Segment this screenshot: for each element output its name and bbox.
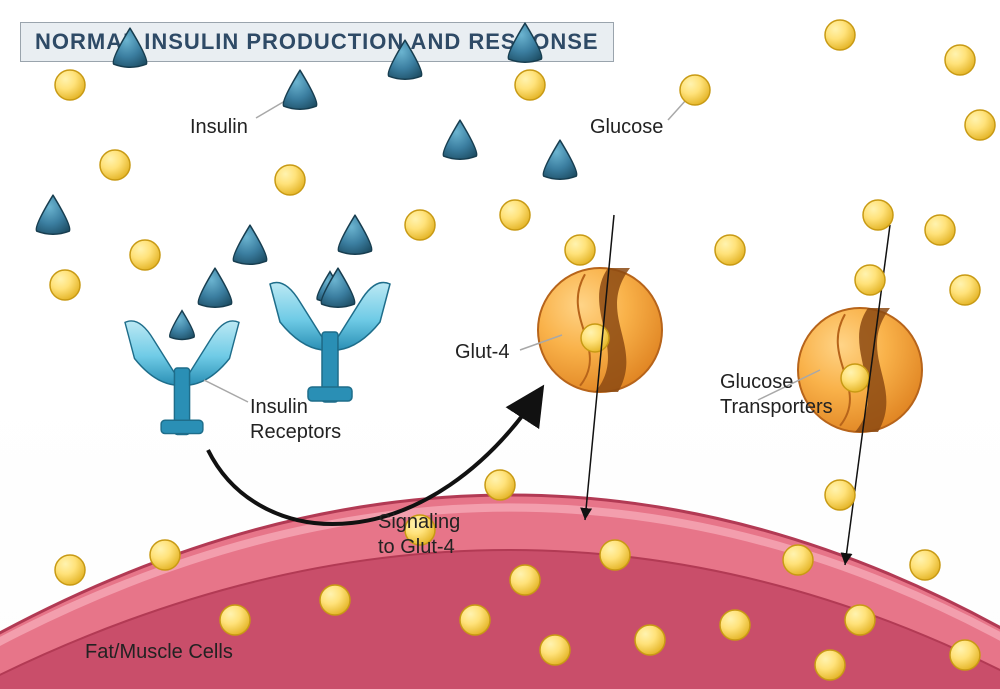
glucose-icon [565, 235, 595, 265]
glucose-icon [925, 215, 955, 245]
glucose-icon [130, 240, 160, 270]
insulin-icon [338, 215, 372, 254]
glucose-icon [825, 480, 855, 510]
label-glucose-transporters: Glucose Transporters [720, 370, 833, 420]
insulin-icon [198, 268, 232, 307]
glucose-icon [150, 540, 180, 570]
label-insulin: Insulin [190, 115, 248, 140]
label-fat-muscle-cells: Fat/Muscle Cells [85, 640, 233, 665]
glucose-icon [485, 470, 515, 500]
glucose-icon [945, 45, 975, 75]
glucose-icon [783, 545, 813, 575]
insulin-icon [283, 70, 317, 109]
insulin-icon [443, 120, 477, 159]
insulin-icon [36, 195, 70, 234]
glucose-icon [965, 110, 995, 140]
glucose-icon [510, 565, 540, 595]
glucose-icon [540, 635, 570, 665]
glucose-icon [715, 235, 745, 265]
glucose-icon [100, 150, 130, 180]
glucose-transporter-icon [538, 268, 662, 392]
glucose-icon [950, 275, 980, 305]
glucose-icon [55, 555, 85, 585]
label-insulin-receptors: Insulin Receptors [250, 395, 341, 445]
glucose-icon [863, 200, 893, 230]
label-glucose: Glucose [590, 115, 663, 140]
glucose-icon [825, 20, 855, 50]
glucose-icon [815, 650, 845, 680]
insulin-icon [233, 225, 267, 264]
glucose-icon [845, 605, 875, 635]
glucose-icon [500, 200, 530, 230]
glucose-icon [405, 210, 435, 240]
diagram-stage: NORMAL INSULIN PRODUCTION AND RESPONSE [0, 0, 1000, 689]
insulin-icon [113, 28, 147, 67]
glucose-icon [635, 625, 665, 655]
label-glut4: Glut-4 [455, 340, 509, 365]
glucose-icon [515, 70, 545, 100]
insulin-icon [543, 140, 577, 179]
glucose-icon [460, 605, 490, 635]
insulin-icon [508, 23, 542, 62]
insulin-icon [388, 40, 422, 79]
insulin-receptor-icon [125, 311, 239, 435]
glucose-icon [680, 75, 710, 105]
glucose-icon [600, 540, 630, 570]
glucose-icon [320, 585, 350, 615]
glucose-icon [275, 165, 305, 195]
glucose-icon [220, 605, 250, 635]
label-signaling: Signaling to Glut-4 [378, 510, 460, 560]
glucose-icon [50, 270, 80, 300]
glucose-icon [720, 610, 750, 640]
insulin-icon [321, 268, 355, 307]
glucose-icon [855, 265, 885, 295]
glucose-icon [910, 550, 940, 580]
glucose-icon [55, 70, 85, 100]
glucose-icon [950, 640, 980, 670]
